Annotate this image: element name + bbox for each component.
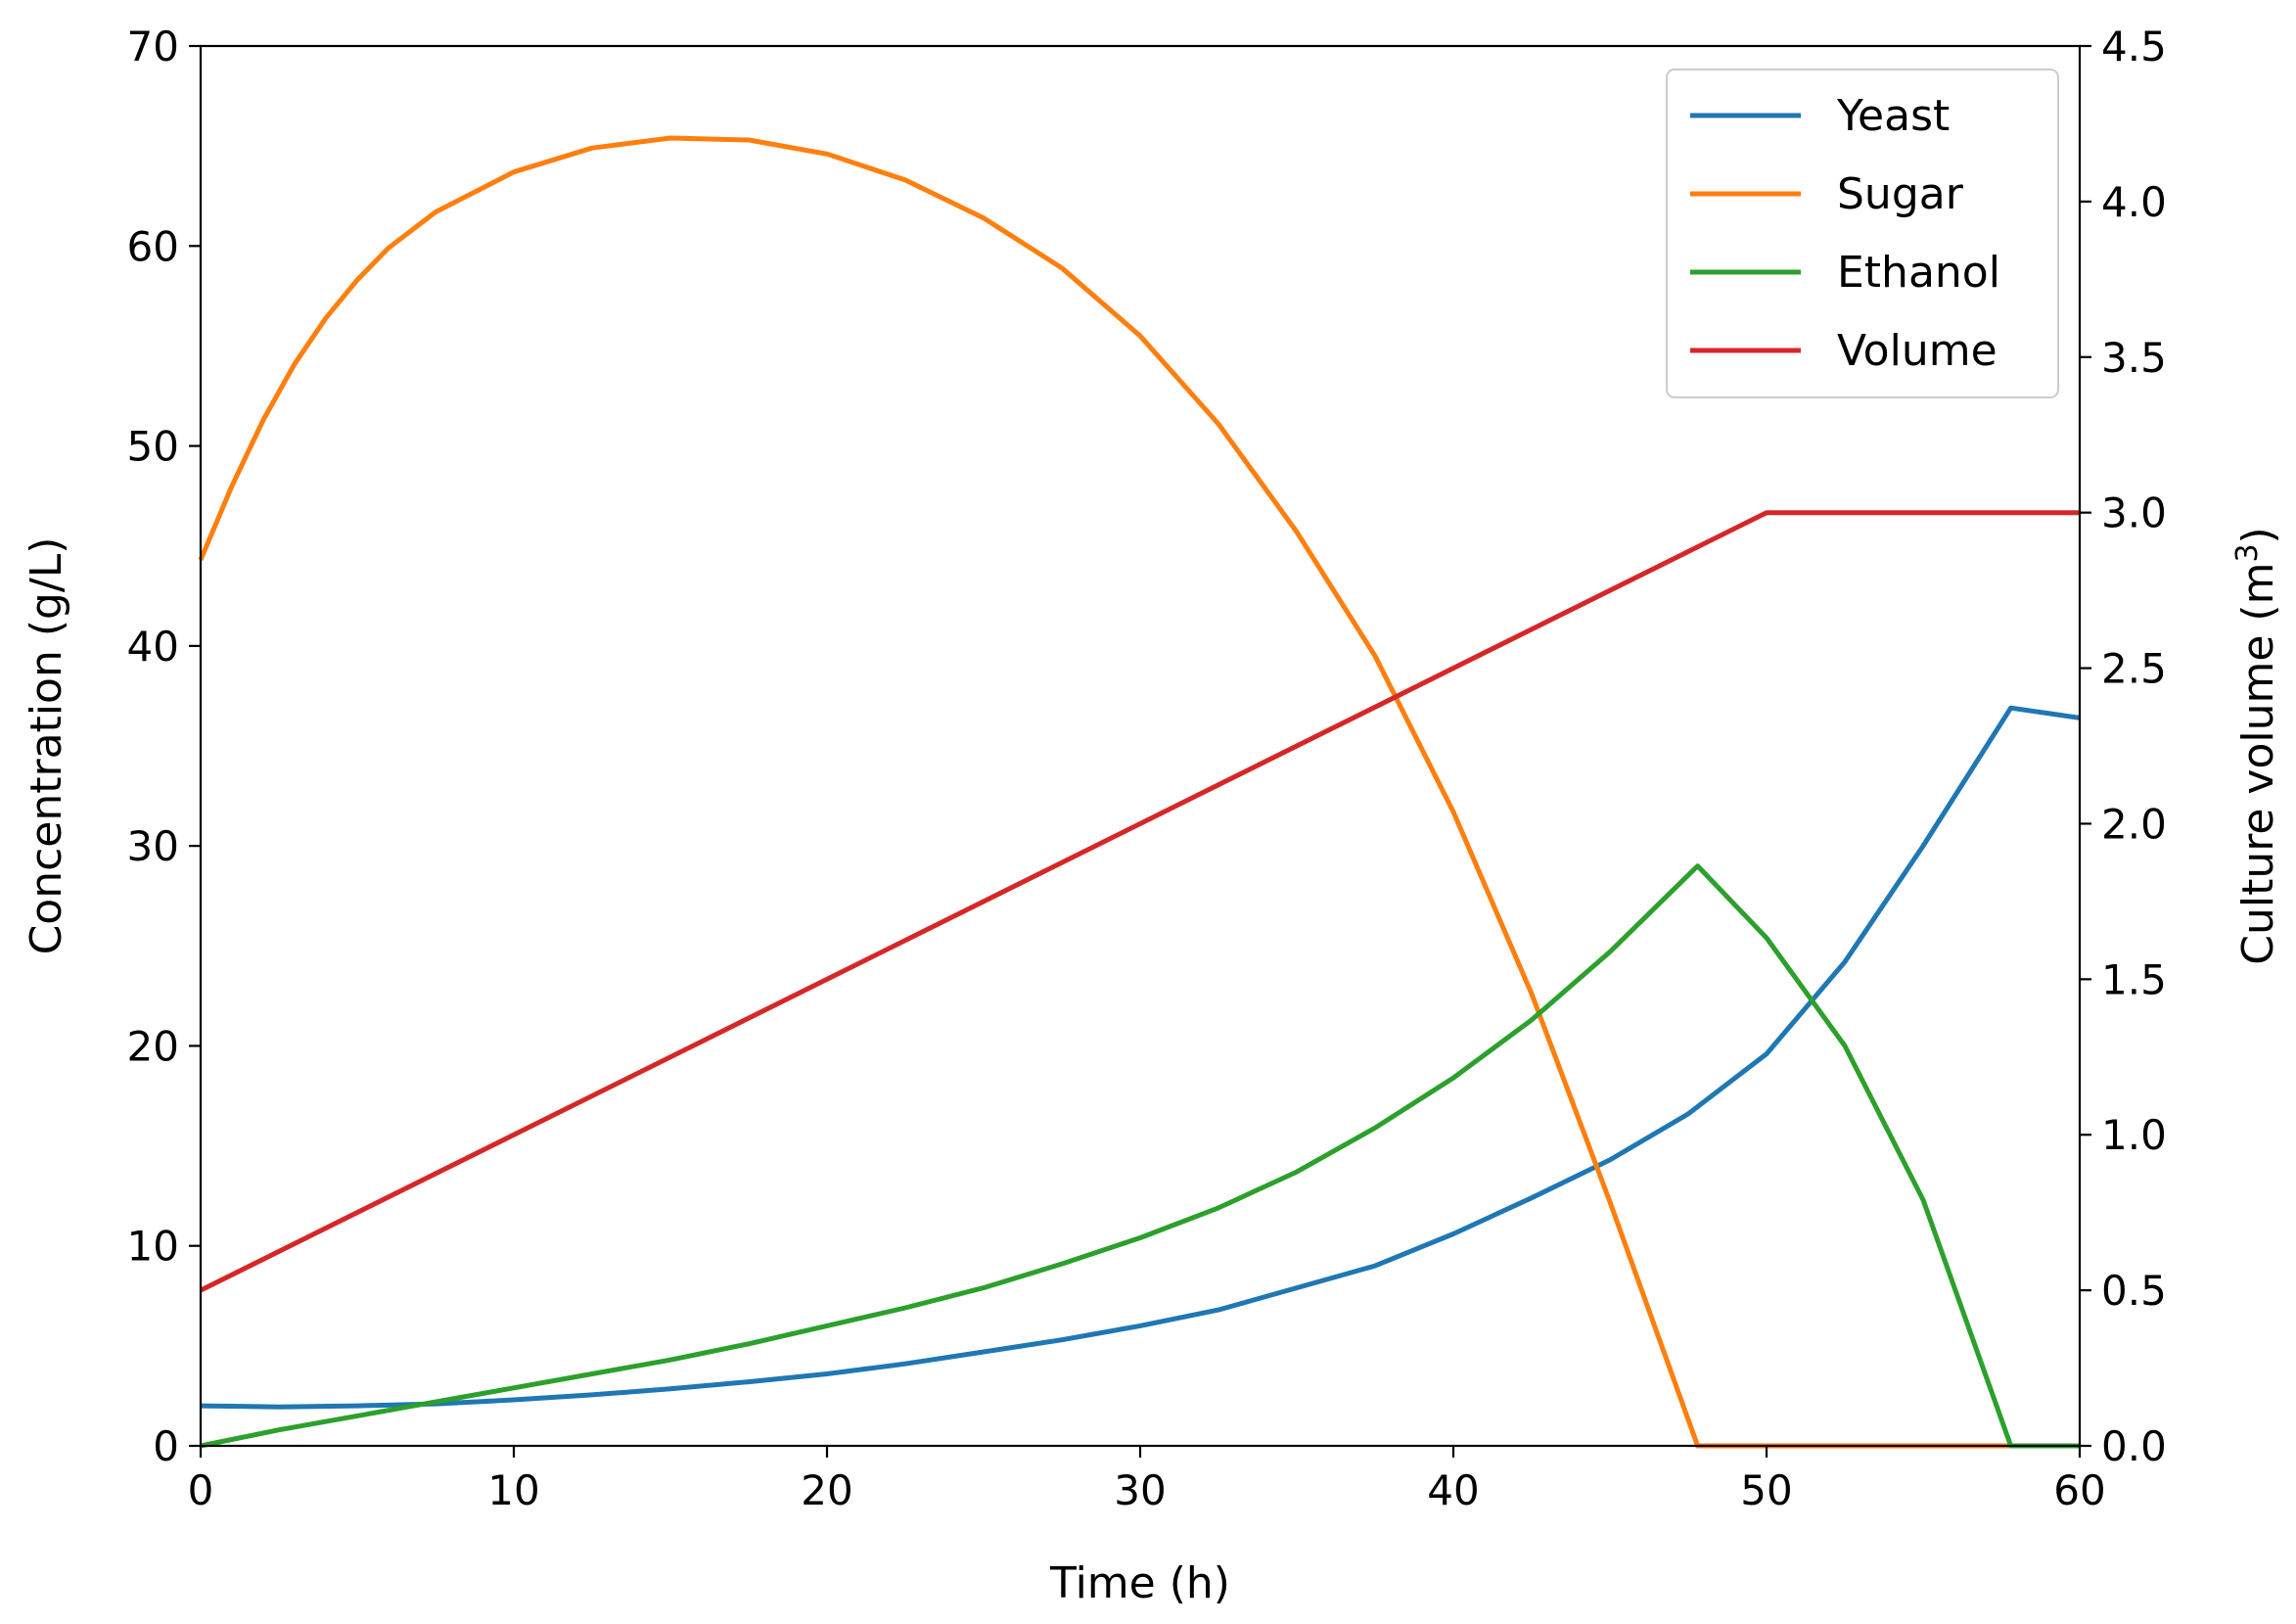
- x-tick-label: 0: [188, 1466, 214, 1514]
- y-axis-right-label-main: Culture volume (m: [2233, 563, 2283, 965]
- ticks-layer: 0 10 20 30 40 50 60 0 10 20 30 40 50 60 70 0.0 0.5 1.0 1.5…: [127, 23, 2167, 1514]
- y-right-tick-label: 4.5: [2101, 23, 2167, 70]
- legend-label-sugar: Sugar: [1837, 169, 1964, 219]
- x-tick-label: 50: [1740, 1466, 1792, 1514]
- y-right-tick-label: 1.0: [2101, 1111, 2167, 1159]
- y-tick-label: 30: [127, 822, 179, 870]
- legend: Yeast Sugar Ethanol Volume: [1666, 69, 2059, 398]
- y-axis-right-label: Culture volume (m3): [2230, 527, 2283, 964]
- series-line-sugar: [198, 135, 2080, 1449]
- y-axis-right-label-superscript: 3: [2230, 543, 2265, 562]
- y-right-tick-label: 4.0: [2101, 178, 2167, 226]
- x-tick-label: 10: [487, 1466, 539, 1514]
- y-tick-label: 50: [127, 423, 179, 471]
- y-right-tick-label: 2.0: [2101, 800, 2167, 848]
- y-right-tick-label: 0.5: [2101, 1267, 2167, 1315]
- series-line-ethanol: [200, 863, 2080, 1449]
- legend-label-volume: Volume: [1837, 326, 1998, 376]
- y-axis-right-label-close: ): [2233, 527, 2283, 543]
- y-right-tick-label: 1.5: [2101, 955, 2167, 1003]
- x-tick-label: 20: [801, 1466, 852, 1514]
- y-axis-label: Concentration (g/L): [22, 537, 71, 955]
- x-axis-label: Time (h): [1049, 1558, 1230, 1608]
- series-line-volume: [199, 510, 2080, 1293]
- y-right-tick-label: 2.5: [2101, 645, 2167, 693]
- series-line-yeast: [200, 705, 2081, 1410]
- y-right-tick-label: 3.5: [2101, 334, 2167, 382]
- y-tick-label: 10: [127, 1223, 179, 1271]
- y-tick-label: 40: [127, 623, 179, 671]
- y-tick-label: 70: [127, 23, 179, 70]
- y-right-tick-label: 0.0: [2101, 1422, 2167, 1470]
- y-tick-label: 0: [153, 1422, 179, 1470]
- y-right-tick-label: 3.0: [2101, 489, 2167, 537]
- y-tick-label: 60: [127, 222, 179, 270]
- legend-label-yeast: Yeast: [1836, 91, 1950, 141]
- y-tick-label: 20: [127, 1022, 179, 1070]
- x-tick-label: 40: [1427, 1466, 1479, 1514]
- series-layer: [198, 135, 2081, 1449]
- legend-label-ethanol: Ethanol: [1837, 248, 2000, 298]
- x-tick-label: 60: [2053, 1466, 2105, 1514]
- x-tick-label: 30: [1114, 1466, 1166, 1514]
- legend-box: [1666, 69, 2059, 398]
